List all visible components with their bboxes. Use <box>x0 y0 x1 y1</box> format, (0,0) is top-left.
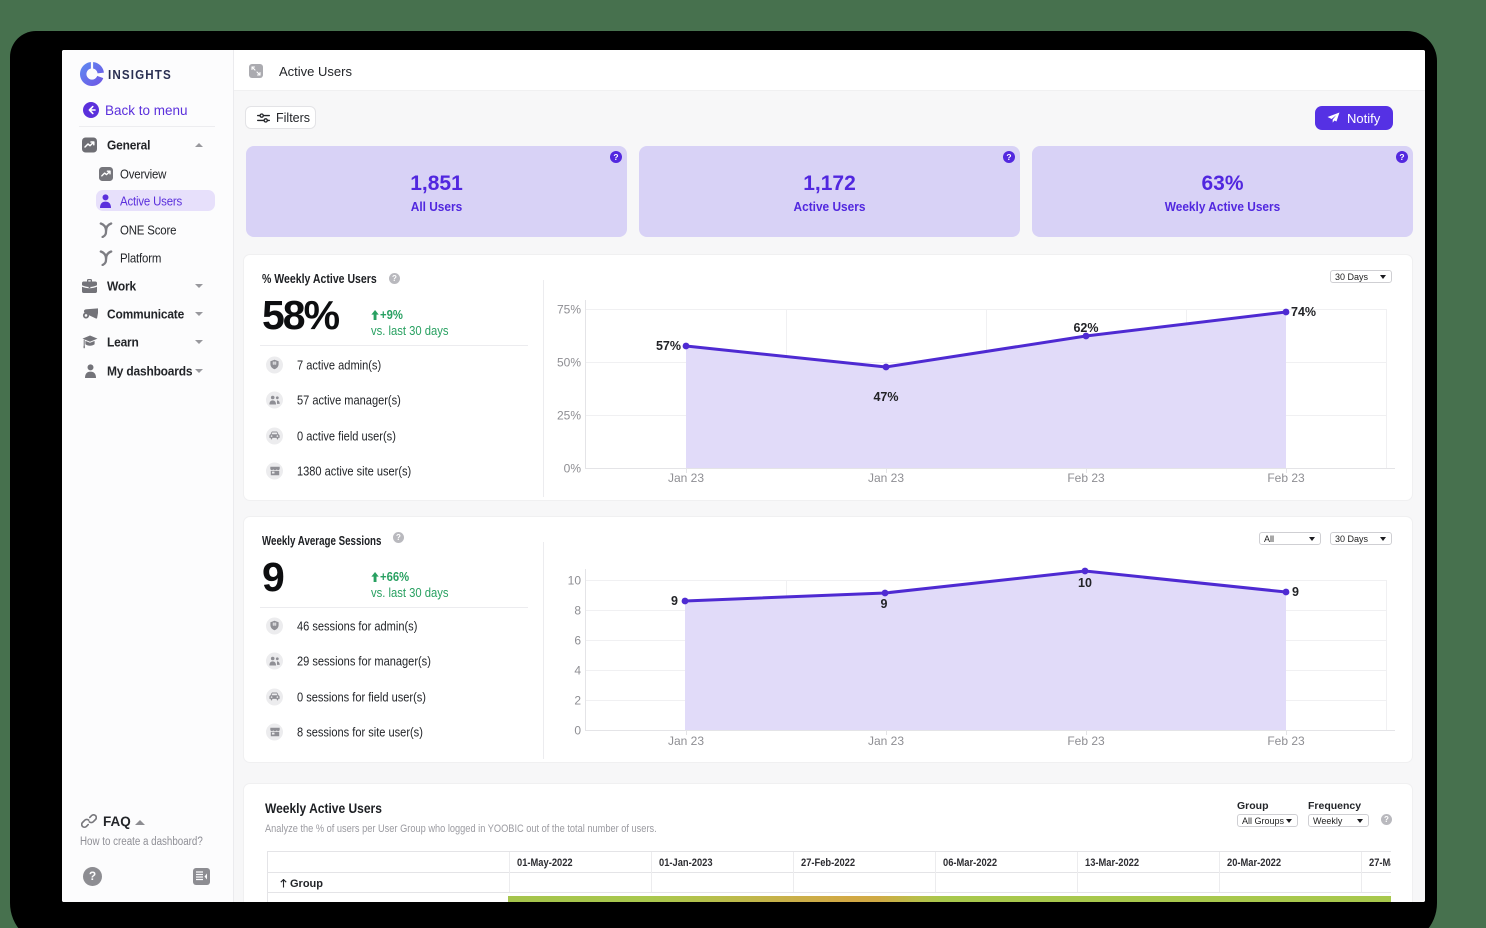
svg-text:8: 8 <box>574 604 581 618</box>
svg-text:9: 9 <box>1292 585 1299 599</box>
svg-text:Jan 23: Jan 23 <box>868 734 904 748</box>
svg-text:75%: 75% <box>557 303 581 317</box>
svg-text:74%: 74% <box>1291 305 1316 319</box>
svg-text:50%: 50% <box>557 356 581 370</box>
svg-text:Jan 23: Jan 23 <box>868 471 904 485</box>
svg-text:10: 10 <box>1078 576 1092 590</box>
svg-text:25%: 25% <box>557 409 581 423</box>
svg-text:Feb 23: Feb 23 <box>1067 471 1105 485</box>
svg-text:Jan 23: Jan 23 <box>668 471 704 485</box>
svg-text:4: 4 <box>574 664 581 678</box>
svg-text:2: 2 <box>574 694 581 708</box>
svg-text:Feb 23: Feb 23 <box>1267 471 1305 485</box>
svg-text:10: 10 <box>568 574 582 588</box>
svg-text:Feb 23: Feb 23 <box>1267 734 1305 748</box>
svg-text:Feb 23: Feb 23 <box>1067 734 1105 748</box>
svg-text:9: 9 <box>881 597 888 611</box>
svg-text:47%: 47% <box>873 390 898 404</box>
svg-text:0%: 0% <box>564 462 582 476</box>
svg-text:57%: 57% <box>656 339 681 353</box>
svg-text:0: 0 <box>574 724 581 738</box>
svg-text:9: 9 <box>671 594 678 608</box>
svg-text:Jan 23: Jan 23 <box>668 734 704 748</box>
svg-text:6: 6 <box>574 634 581 648</box>
svg-text:62%: 62% <box>1073 321 1098 335</box>
